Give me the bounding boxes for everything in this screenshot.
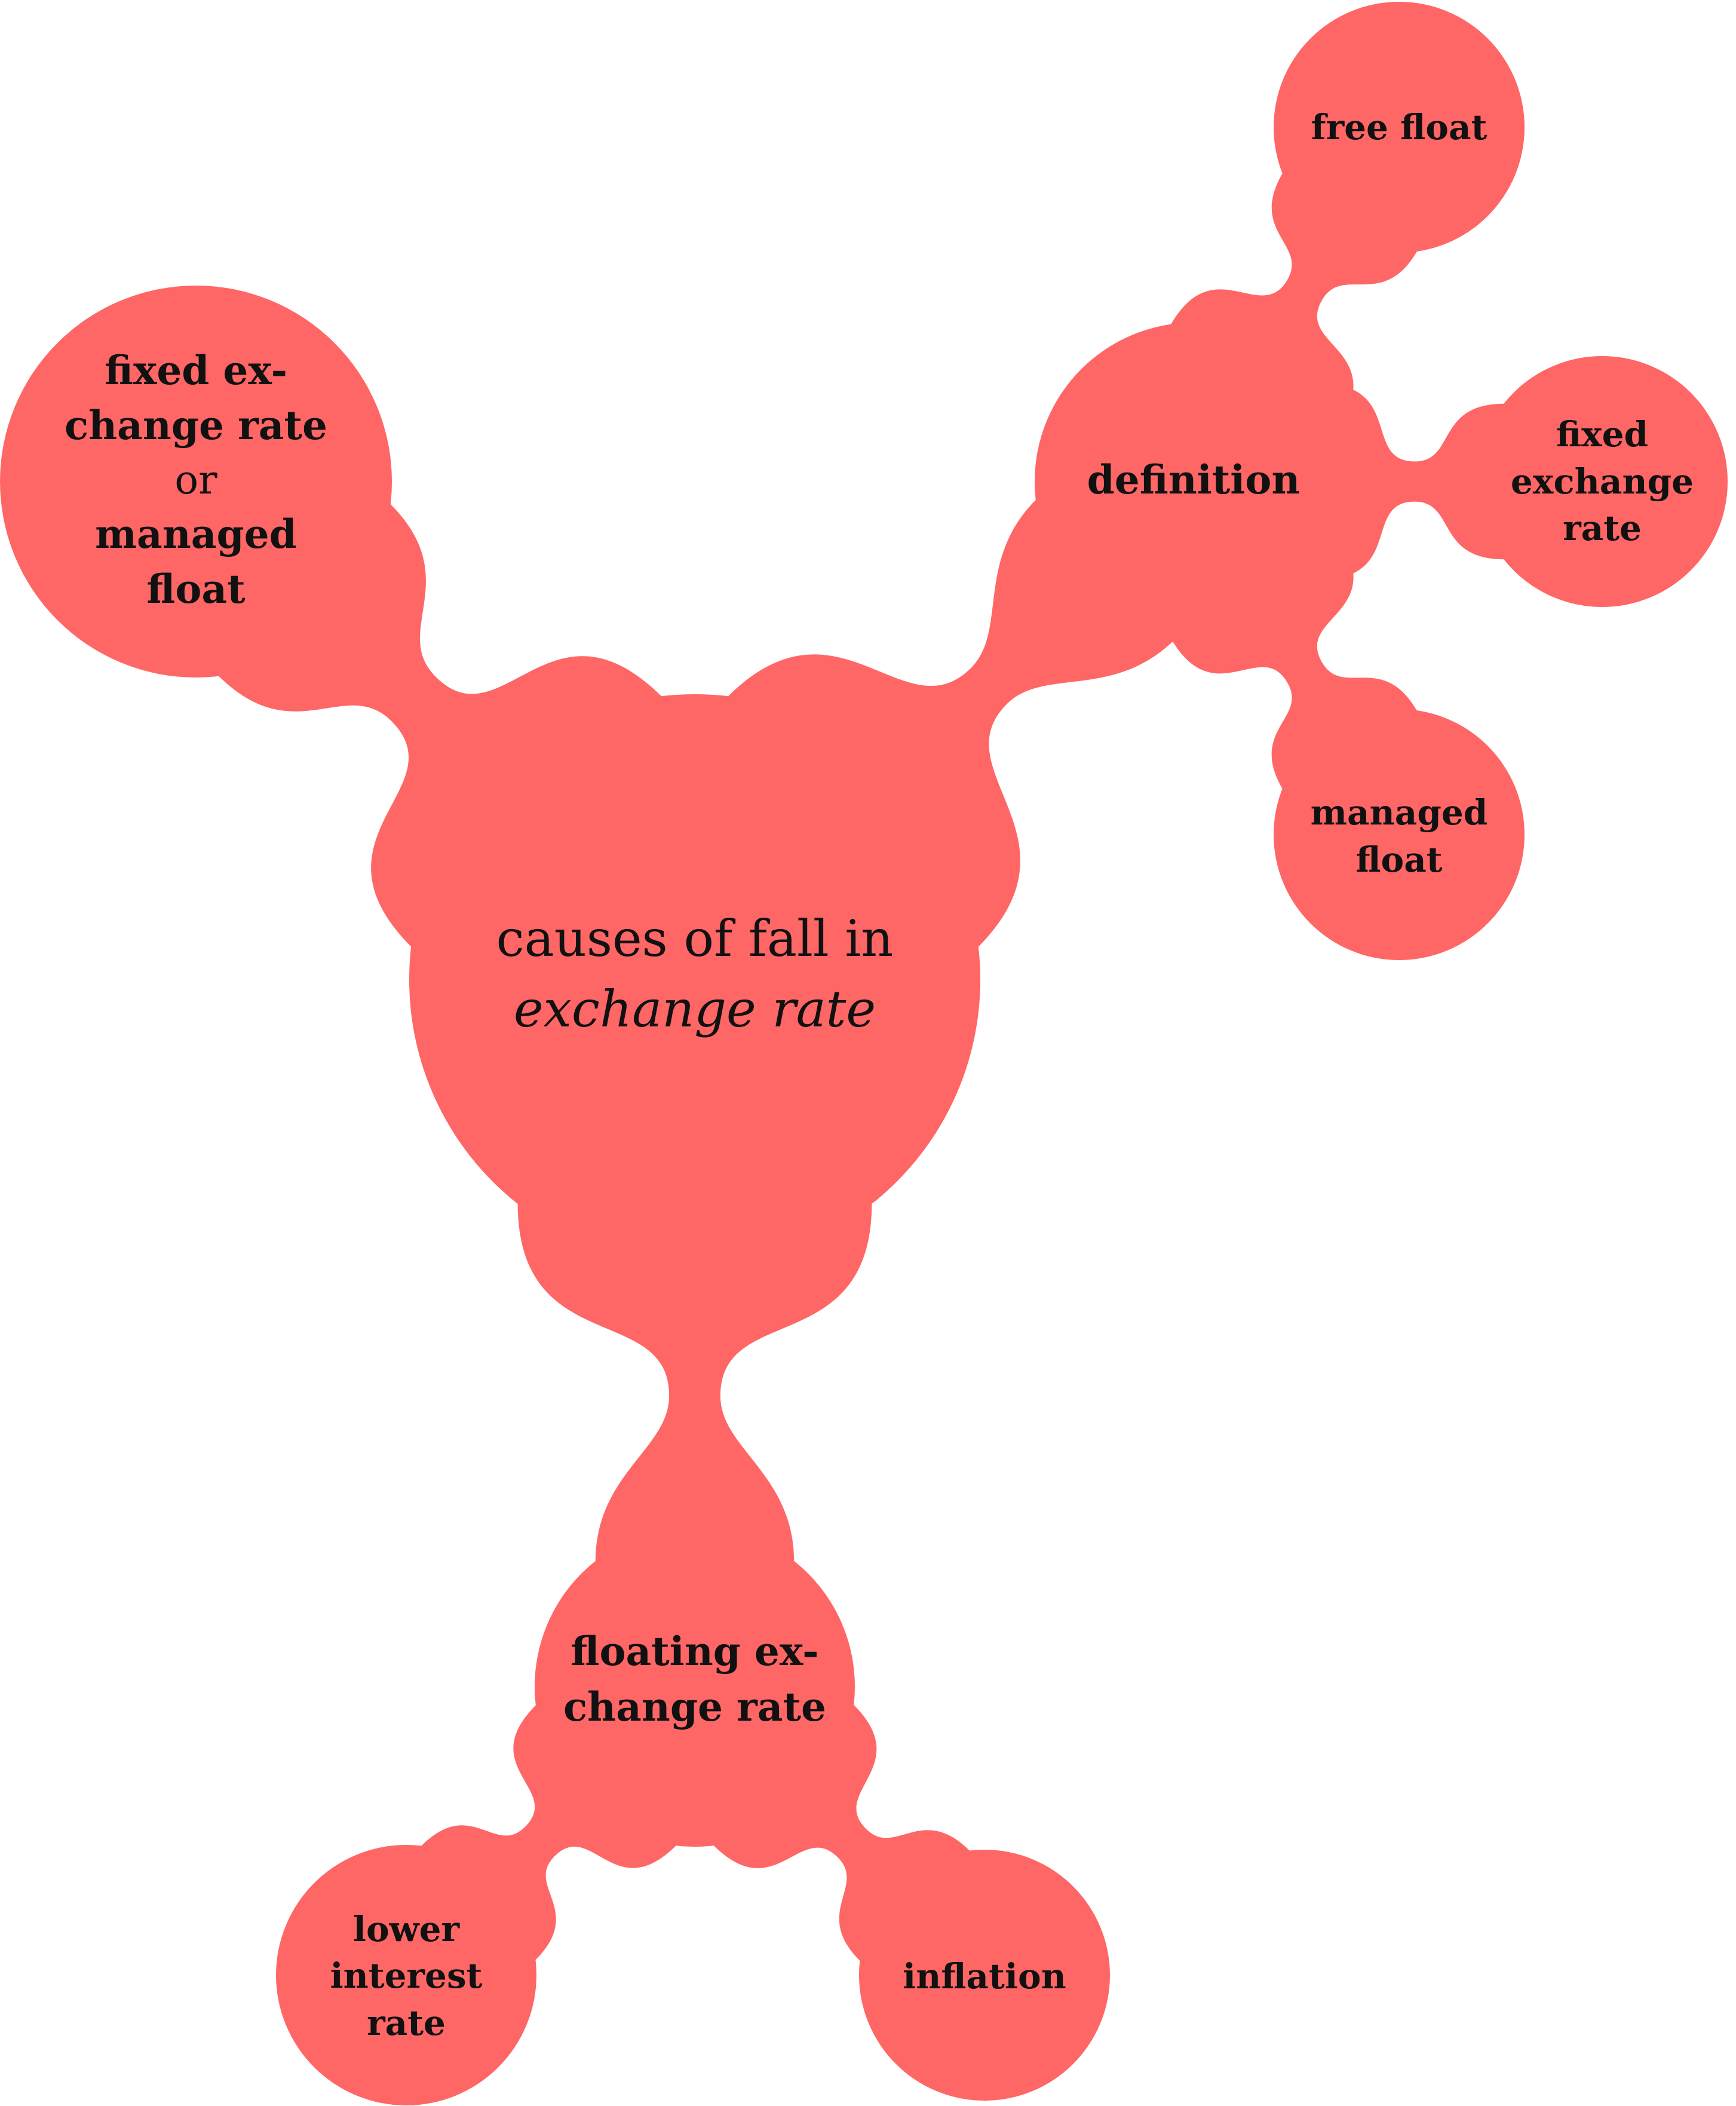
floating-node-label-line2: change rate <box>563 1684 826 1730</box>
fixed-exchange-rate-node-circle <box>1477 356 1728 607</box>
fixed-exchange-rate-node-label-line2: exchange <box>1511 461 1694 502</box>
fixed-node-label-line5: float <box>146 566 246 612</box>
fixed-node-label-line3: or <box>174 457 217 503</box>
fixed-node-label-line2: change rate <box>65 402 327 449</box>
fixed-node-label-line1: fixed ex- <box>105 347 287 394</box>
free-float-node-label: free float <box>1311 107 1487 148</box>
center-node-circle <box>409 694 980 1265</box>
managed-float-node-label-line2: float <box>1355 839 1442 880</box>
fixed-exchange-rate-node-label-line3: rate <box>1563 508 1642 548</box>
center-node-to-definition-node-link <box>727 499 1176 948</box>
floating-node-label-line1: floating ex- <box>571 1628 818 1675</box>
definition-node-to-fixed-exchange-rate-node-link <box>1317 383 1505 580</box>
definition-node-label: definition <box>1087 456 1301 503</box>
free-float-node-circle <box>1274 2 1525 253</box>
floating-node-circle <box>535 1526 855 1847</box>
fixed-exchange-rate-node-label-line1: fixed <box>1556 414 1648 455</box>
inflation-node-label: inflation <box>903 1956 1066 1997</box>
inflation-node-circle <box>859 1850 1110 2101</box>
managed-float-node-label-line1: managed <box>1311 792 1488 833</box>
lower-interest-rate-node-label-line3: rate <box>367 2003 446 2043</box>
lower-interest-rate-node-label-line1: lower <box>353 1909 461 1949</box>
center-node-label-line1: causes of fall in <box>496 909 894 968</box>
definition-node-circle <box>1035 323 1352 640</box>
lower-interest-rate-node-label-line2: interest <box>330 1955 483 1996</box>
center-node-label-line2: exchange rate <box>514 980 876 1038</box>
center-node-to-floating-node-link <box>517 1202 872 1562</box>
fixed-node-label-line4: managed <box>95 511 297 557</box>
managed-float-node-circle <box>1274 709 1525 960</box>
fixed-node-circle <box>0 286 392 678</box>
lower-interest-rate-node-circle <box>276 1845 536 2105</box>
